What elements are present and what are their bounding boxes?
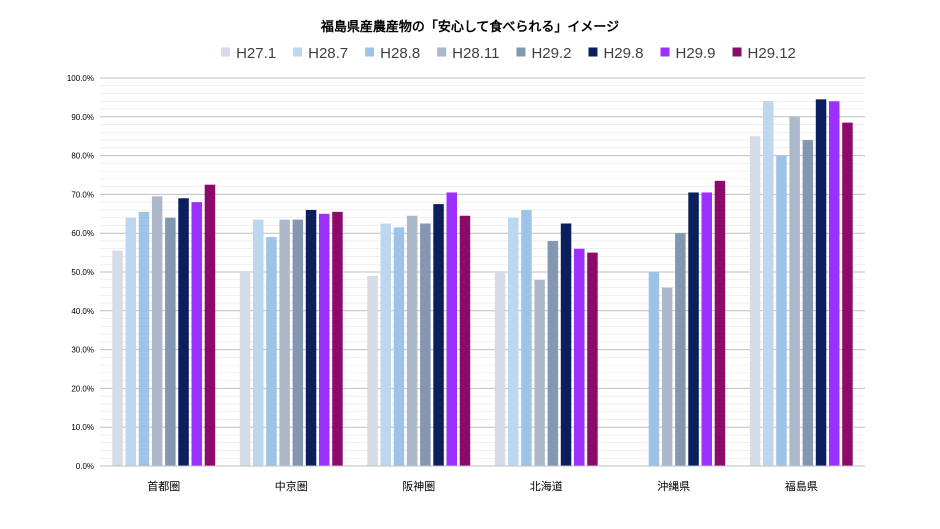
- legend-item-H29.9: H29.9: [660, 45, 716, 62]
- gridlines: [100, 77, 865, 467]
- bar-H29.12-北海道: [587, 252, 598, 466]
- bar-H29.12-阪神圏: [459, 215, 471, 466]
- y-tick-label: 30.0%: [71, 346, 94, 355]
- y-tick-label: 80.0%: [71, 152, 94, 161]
- x-tick-label: 中京圏: [275, 479, 308, 493]
- legend-item-H28.11: H28.11: [437, 45, 499, 62]
- bar-H28.7-福島県: [763, 101, 774, 466]
- y-tick-label: 60.0%: [71, 229, 94, 238]
- bar-H28.11-福島県: [789, 116, 800, 467]
- legend-label: H27.1: [236, 45, 276, 62]
- legend-swatch: [588, 47, 598, 57]
- bar-H29.9-福島県: [829, 101, 840, 466]
- bar-H28.11-阪神圏: [406, 215, 418, 466]
- legend-swatch: [293, 47, 303, 57]
- legend-item-H29.8: H29.8: [588, 45, 644, 62]
- bar-H29.12-中京圏: [332, 211, 343, 466]
- bar-H29.9-北海道: [574, 248, 585, 466]
- legend-label: H28.7: [308, 45, 348, 62]
- bar-H27.1-福島県: [749, 136, 761, 466]
- bar-H29.2-北海道: [547, 240, 559, 466]
- bar-H29.9-阪神圏: [446, 192, 457, 466]
- legend-label: H29.8: [603, 45, 643, 62]
- legend-item-H29.12: H29.12: [732, 45, 796, 62]
- bar-H29.2-沖縄県: [675, 233, 686, 466]
- legend-swatch: [732, 47, 742, 57]
- bar-H28.8-沖縄県: [648, 272, 660, 466]
- bar-H28.7-北海道: [508, 217, 519, 466]
- bar-H27.1-首都圏: [112, 250, 123, 466]
- x-tick-label: 阪神圏: [402, 479, 435, 493]
- x-axis: 首都圏 中京圏 阪神圏 北海道 沖縄県 福島県: [100, 465, 865, 493]
- bar-H28.7-中京圏: [253, 219, 264, 466]
- y-tick-label: 10.0%: [71, 423, 94, 432]
- bar-H28.11-中京圏: [279, 219, 290, 466]
- bar-H29.8-中京圏: [305, 209, 317, 467]
- bar-H28.8-阪神圏: [393, 227, 405, 466]
- y-tick-label: 70.0%: [71, 190, 94, 199]
- bar-H29.2-阪神圏: [420, 223, 431, 466]
- bar-H29.12-沖縄県: [714, 180, 726, 466]
- x-tick-label: 福島県: [785, 479, 818, 493]
- bar-H28.7-首都圏: [125, 217, 136, 466]
- legend-item-H28.8: H28.8: [365, 45, 420, 62]
- bar-H29.9-中京圏: [319, 213, 330, 466]
- bar-H27.1-阪神圏: [367, 275, 378, 466]
- bar-H29.2-首都圏: [165, 217, 176, 466]
- bar-H28.8-中京圏: [266, 237, 277, 466]
- bar-H28.11-沖縄県: [661, 287, 673, 466]
- bar-H28.7-阪神圏: [380, 223, 391, 466]
- bar-H28.8-福島県: [776, 155, 787, 466]
- bar-H29.8-福島県: [815, 99, 827, 466]
- legend-item-H28.7: H28.7: [293, 45, 348, 62]
- bar-H29.8-沖縄県: [688, 192, 699, 466]
- bar-H29.2-中京圏: [292, 219, 304, 466]
- legend-label: H29.2: [531, 45, 571, 62]
- bar-H29.9-首都圏: [191, 202, 202, 466]
- chart-title: 福島県産農産物の「安心して食べられる」イメージ: [320, 19, 619, 35]
- x-tick-label: 首都圏: [147, 479, 180, 493]
- bar-H28.11-首都圏: [151, 196, 163, 466]
- y-tick-label: 50.0%: [71, 268, 94, 277]
- bar-H29.2-福島県: [802, 140, 814, 466]
- bar-H29.8-首都圏: [178, 198, 189, 466]
- bar-H29.9-沖縄県: [701, 192, 712, 466]
- bar-H29.8-阪神圏: [433, 204, 444, 466]
- legend-label: H29.9: [676, 45, 716, 62]
- legend-swatch: [660, 47, 670, 57]
- legend-label: H28.11: [452, 45, 499, 62]
- bar-H28.11-北海道: [534, 279, 545, 466]
- y-tick-label: 20.0%: [71, 384, 94, 393]
- legend-item-H29.2: H29.2: [516, 45, 571, 62]
- y-tick-label: 0.0%: [76, 462, 94, 471]
- bar-H27.1-北海道: [494, 272, 506, 466]
- y-tick-label: 40.0%: [71, 307, 94, 316]
- legend-label: H29.12: [748, 45, 796, 62]
- bars: [112, 99, 853, 467]
- bar-H28.8-北海道: [521, 209, 532, 467]
- y-tick-label: 100.0%: [67, 74, 94, 83]
- bar-H29.12-首都圏: [204, 184, 216, 466]
- bar-H27.1-中京圏: [239, 272, 251, 466]
- legend: H27.1 H28.7 H28.8 H28.11 H29.2 H29.8 H29.9 H29.…: [221, 45, 796, 62]
- legend-swatch: [516, 47, 526, 57]
- legend-swatch: [365, 47, 375, 57]
- legend-item-H27.1: H27.1: [221, 45, 276, 62]
- x-tick-label: 北海道: [530, 479, 563, 493]
- y-axis: 0.0% 10.0% 20.0% 30.0% 40.0% 50.0% 60.0% 70.0% 8…: [67, 74, 94, 471]
- legend-label: H28.8: [380, 45, 420, 62]
- bar-H28.8-首都圏: [138, 211, 150, 466]
- x-tick-label: 沖縄県: [657, 479, 690, 493]
- legend-swatch: [221, 47, 231, 57]
- y-tick-label: 90.0%: [71, 113, 94, 122]
- bar-H29.8-北海道: [560, 223, 572, 466]
- legend-swatch: [437, 47, 447, 57]
- bar-H29.12-福島県: [842, 122, 853, 467]
